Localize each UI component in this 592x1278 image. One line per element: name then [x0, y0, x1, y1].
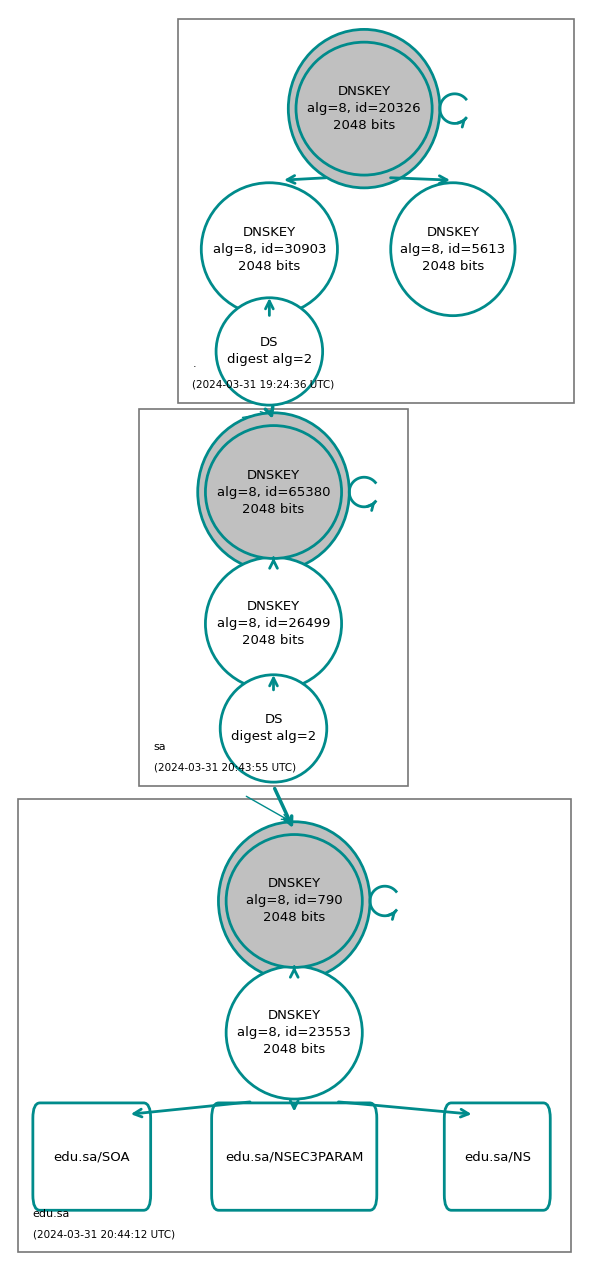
Text: edu.sa/NS: edu.sa/NS [464, 1150, 531, 1163]
Text: DS
digest alg=2: DS digest alg=2 [231, 713, 316, 744]
FancyBboxPatch shape [444, 1103, 551, 1210]
Ellipse shape [218, 822, 370, 980]
Ellipse shape [220, 675, 327, 782]
Ellipse shape [198, 413, 349, 571]
Ellipse shape [288, 29, 440, 188]
Ellipse shape [226, 835, 362, 967]
Text: DNSKEY
alg=8, id=65380
2048 bits: DNSKEY alg=8, id=65380 2048 bits [217, 469, 330, 515]
Text: sa: sa [154, 743, 166, 753]
Text: (2024-03-31 20:44:12 UTC): (2024-03-31 20:44:12 UTC) [33, 1229, 175, 1240]
Ellipse shape [391, 183, 515, 316]
Text: edu.sa: edu.sa [33, 1209, 70, 1219]
Text: (2024-03-31 20:43:55 UTC): (2024-03-31 20:43:55 UTC) [154, 763, 296, 773]
Text: DNSKEY
alg=8, id=30903
2048 bits: DNSKEY alg=8, id=30903 2048 bits [213, 226, 326, 272]
Text: DS
digest alg=2: DS digest alg=2 [227, 336, 312, 367]
Text: .: . [192, 359, 196, 369]
Ellipse shape [205, 426, 342, 558]
Text: edu.sa/NSEC3PARAM: edu.sa/NSEC3PARAM [225, 1150, 363, 1163]
Bar [18, 799, 571, 1252]
Text: (2024-03-31 19:24:36 UTC): (2024-03-31 19:24:36 UTC) [192, 380, 334, 390]
Text: DNSKEY
alg=8, id=20326
2048 bits: DNSKEY alg=8, id=20326 2048 bits [307, 86, 421, 132]
Text: DNSKEY
alg=8, id=23553
2048 bits: DNSKEY alg=8, id=23553 2048 bits [237, 1010, 351, 1056]
Text: DNSKEY
alg=8, id=26499
2048 bits: DNSKEY alg=8, id=26499 2048 bits [217, 601, 330, 647]
Ellipse shape [216, 298, 323, 405]
Ellipse shape [296, 42, 432, 175]
Bar [178, 19, 574, 403]
Bar [139, 409, 408, 786]
Ellipse shape [226, 966, 362, 1099]
Text: DNSKEY
alg=8, id=5613
2048 bits: DNSKEY alg=8, id=5613 2048 bits [400, 226, 506, 272]
FancyBboxPatch shape [212, 1103, 377, 1210]
Text: edu.sa/SOA: edu.sa/SOA [53, 1150, 130, 1163]
Ellipse shape [205, 557, 342, 690]
FancyBboxPatch shape [33, 1103, 151, 1210]
Ellipse shape [201, 183, 337, 316]
Text: DNSKEY
alg=8, id=790
2048 bits: DNSKEY alg=8, id=790 2048 bits [246, 878, 343, 924]
